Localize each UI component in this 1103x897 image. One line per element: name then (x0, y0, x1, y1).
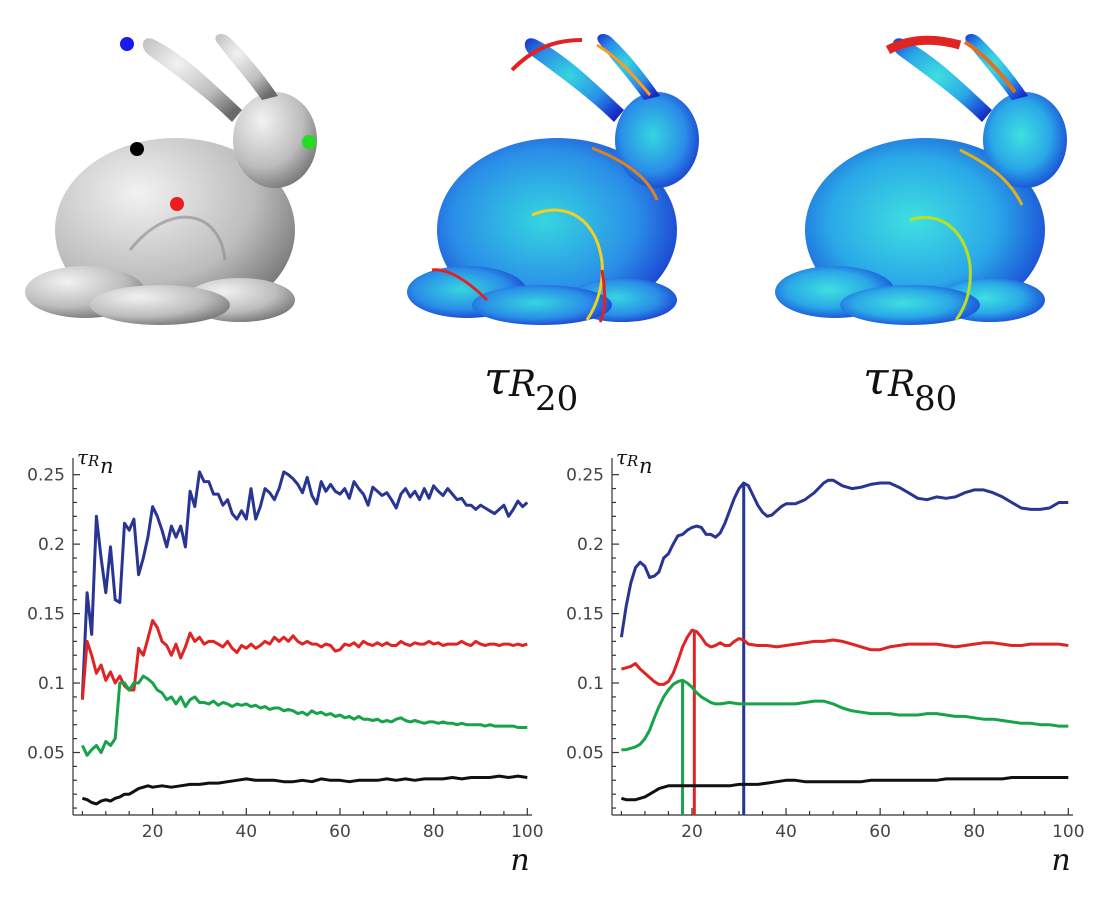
series-line (621, 628, 1069, 686)
bunny-heatmap-20 (407, 33, 699, 325)
marker-red (170, 197, 184, 211)
x-tick-label: 60 (869, 822, 891, 842)
y-tick-label: 0.1 (38, 674, 65, 694)
y-tick-label: 0.05 (566, 743, 604, 763)
y-tick-label: 0.2 (38, 535, 65, 555)
series-line (80, 619, 528, 700)
y-label-sub: n (639, 454, 653, 478)
x-tick-label: 40 (235, 822, 257, 842)
y-label-base: R (626, 452, 638, 470)
caption-tau-r20: τ R 20 (484, 351, 578, 419)
x-tick-label: 20 (681, 822, 703, 842)
series-line (80, 470, 529, 697)
y-tick-label: 0.25 (566, 466, 604, 486)
x-tick-label: 100 (511, 822, 543, 842)
x-tick-label: 40 (775, 822, 797, 842)
marker-blue (120, 37, 134, 51)
svg-text:20: 20 (535, 379, 578, 419)
marker-green (302, 135, 316, 149)
y-tick-label: 0.05 (27, 743, 65, 763)
x-tick-label: 80 (423, 822, 445, 842)
y-label-sub: n (100, 454, 114, 478)
y-label-base: R (87, 452, 99, 470)
y-label-sym: τ (616, 445, 628, 469)
series-line (81, 674, 528, 757)
series-line (619, 478, 1069, 638)
caption-tau-r80: τ R 80 (863, 351, 957, 419)
bunny-heatmap-80 (775, 33, 1067, 325)
x-axis-label: n (1051, 843, 1070, 878)
y-tick-label: 0.2 (577, 535, 604, 555)
marker-black (130, 142, 144, 156)
y-tick-label: 0.15 (566, 605, 604, 625)
series-line (81, 774, 528, 806)
svg-text:τ: τ (863, 351, 890, 405)
y-label-sym: τ (77, 445, 89, 469)
bunny-mesh-plain (25, 33, 317, 325)
x-tick-label: 20 (142, 822, 164, 842)
svg-text:R: R (508, 364, 536, 405)
svg-text:R: R (887, 364, 915, 405)
svg-text:τ: τ (484, 351, 511, 405)
y-tick-label: 0.15 (27, 605, 65, 625)
svg-text:80: 80 (914, 379, 957, 419)
series-line (621, 678, 1069, 752)
x-tick-label: 100 (1052, 822, 1084, 842)
y-tick-label: 0.1 (577, 674, 604, 694)
x-tick-label: 80 (963, 822, 985, 842)
y-tick-label: 0.25 (27, 466, 65, 486)
series-line (620, 776, 1069, 802)
x-axis-label: n (510, 843, 529, 878)
x-tick-label: 60 (329, 822, 351, 842)
